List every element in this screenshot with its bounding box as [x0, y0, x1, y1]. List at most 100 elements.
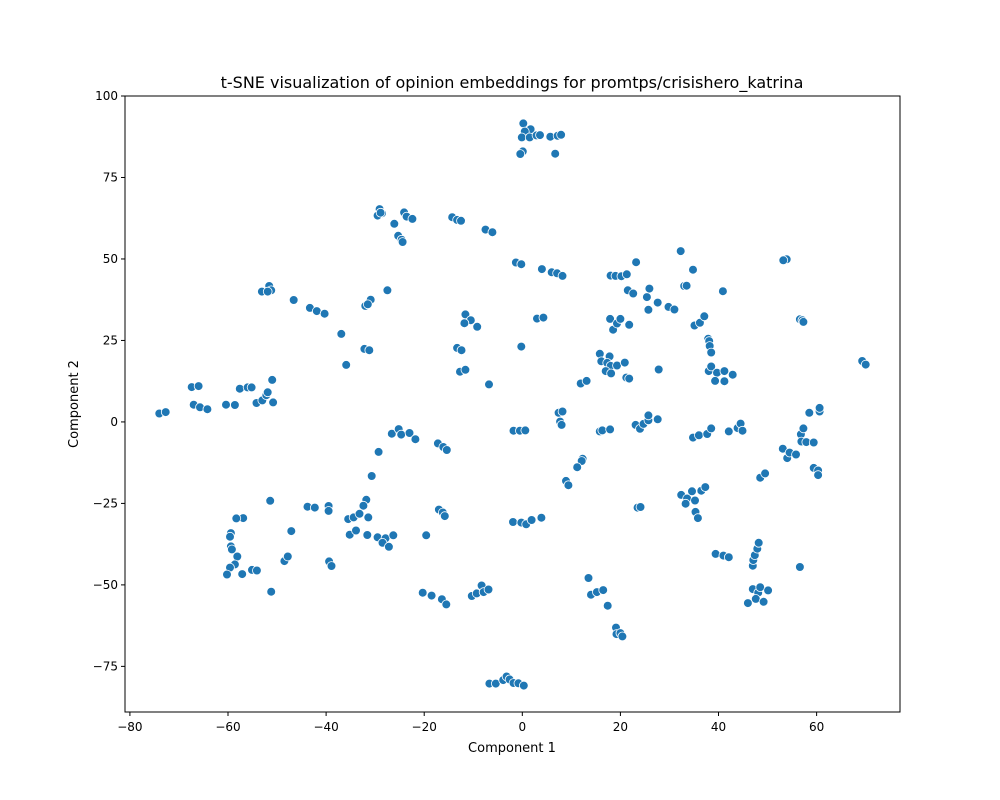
data-point-165: [723, 426, 734, 437]
x-tick-label: 60: [809, 720, 824, 734]
data-point-190: [760, 468, 770, 479]
data-point-219: [326, 561, 337, 571]
data-point-138: [404, 428, 415, 438]
data-point-39: [621, 269, 632, 280]
data-point-241: [441, 599, 452, 610]
data-point-227: [351, 525, 361, 536]
data-point-267: [602, 600, 613, 611]
data-point-124: [221, 399, 231, 410]
data-point-280: [758, 596, 769, 607]
data-point-99: [619, 357, 630, 368]
data-point-78: [341, 360, 352, 370]
data-point-256: [690, 495, 700, 506]
data-point-101: [624, 373, 634, 384]
data-point-209: [252, 565, 262, 576]
data-point-193: [572, 462, 582, 473]
data-point-178: [808, 437, 819, 448]
data-point-111: [706, 361, 716, 372]
data-point-258: [693, 513, 703, 523]
x-tick-label: 20: [613, 720, 628, 734]
data-point-75: [362, 299, 373, 310]
data-point-135: [386, 428, 397, 439]
y-axis-ticks: −75 −50 −25 0 25 50 75 100: [93, 89, 125, 673]
data-point-139: [410, 434, 421, 445]
data-point-206: [222, 569, 232, 580]
x-tick-label: −80: [117, 720, 142, 734]
data-point-106: [624, 319, 634, 330]
data-point-172: [791, 449, 801, 460]
data-point-116: [710, 376, 720, 386]
data-point-90: [538, 312, 549, 323]
data-point-120: [193, 381, 204, 391]
data-point-222: [354, 508, 365, 519]
data-point-72: [382, 285, 393, 296]
data-point-19: [407, 214, 418, 224]
data-point-109: [653, 364, 664, 375]
x-tick-label: −60: [215, 720, 240, 734]
x-tick-label: 0: [518, 720, 526, 734]
data-point-58: [699, 311, 710, 322]
x-tick-label: −20: [412, 720, 437, 734]
data-point-31: [537, 264, 547, 274]
data-point-255: [687, 486, 697, 497]
data-point-143: [441, 445, 452, 455]
data-point-207: [237, 569, 248, 579]
data-point-48: [675, 246, 686, 256]
data-point-34: [557, 271, 568, 281]
y-tick-label: 75: [103, 170, 118, 184]
data-point-278: [755, 582, 765, 592]
data-point-42: [642, 292, 652, 302]
data-point-125: [230, 400, 240, 410]
data-point-162: [694, 430, 704, 441]
data-point-233: [388, 530, 399, 541]
data-point-41: [644, 283, 655, 294]
data-point-50: [681, 280, 692, 291]
data-point-45: [643, 304, 654, 315]
y-tick-label: 50: [103, 252, 118, 266]
data-point-234: [421, 530, 432, 541]
y-tick-label: −75: [93, 659, 118, 673]
data-point-225: [363, 512, 374, 523]
data-point-30: [516, 259, 527, 270]
x-axis-label: Component 1: [468, 741, 556, 756]
data-point-105: [615, 314, 626, 324]
data-point-160: [652, 414, 663, 425]
data-point-134: [268, 397, 278, 408]
data-point-151: [556, 420, 567, 430]
data-point-26: [456, 216, 466, 226]
data-point-144: [366, 471, 377, 481]
data-point-52: [718, 286, 728, 297]
data-point-16: [375, 207, 386, 218]
data-point-147: [520, 425, 531, 436]
data-point-274: [723, 552, 734, 562]
data-point-20: [389, 219, 400, 229]
data-point-12: [515, 149, 526, 159]
data-point-137: [396, 429, 407, 440]
data-point-23: [397, 237, 408, 247]
x-axis-ticks: −80 −60 −40 −20 0 20 40 60: [117, 712, 824, 734]
data-point-247: [508, 517, 518, 527]
y-tick-label: 100: [95, 89, 118, 103]
data-point-10: [550, 148, 560, 159]
data-point-238: [417, 587, 428, 598]
data-point-67: [288, 295, 299, 305]
data-point-86: [460, 364, 471, 375]
y-tick-label: −50: [93, 578, 118, 592]
data-point-237: [439, 511, 450, 521]
data-point-198: [231, 513, 242, 524]
y-tick-label: −25: [93, 496, 118, 510]
data-point-239: [426, 590, 437, 601]
chart-title: t-SNE visualization of opinion embedding…: [221, 73, 804, 93]
data-point-133: [267, 375, 278, 385]
data-point-281: [763, 585, 773, 596]
data-point-215: [309, 502, 320, 513]
data-point-212: [282, 551, 293, 562]
data-point-275: [743, 598, 753, 608]
data-point-9: [556, 130, 566, 140]
data-point-224: [358, 500, 369, 511]
data-point-202: [227, 544, 237, 555]
data-point-168: [737, 425, 748, 436]
data-point-195: [563, 480, 574, 491]
data-point-57: [695, 317, 705, 328]
